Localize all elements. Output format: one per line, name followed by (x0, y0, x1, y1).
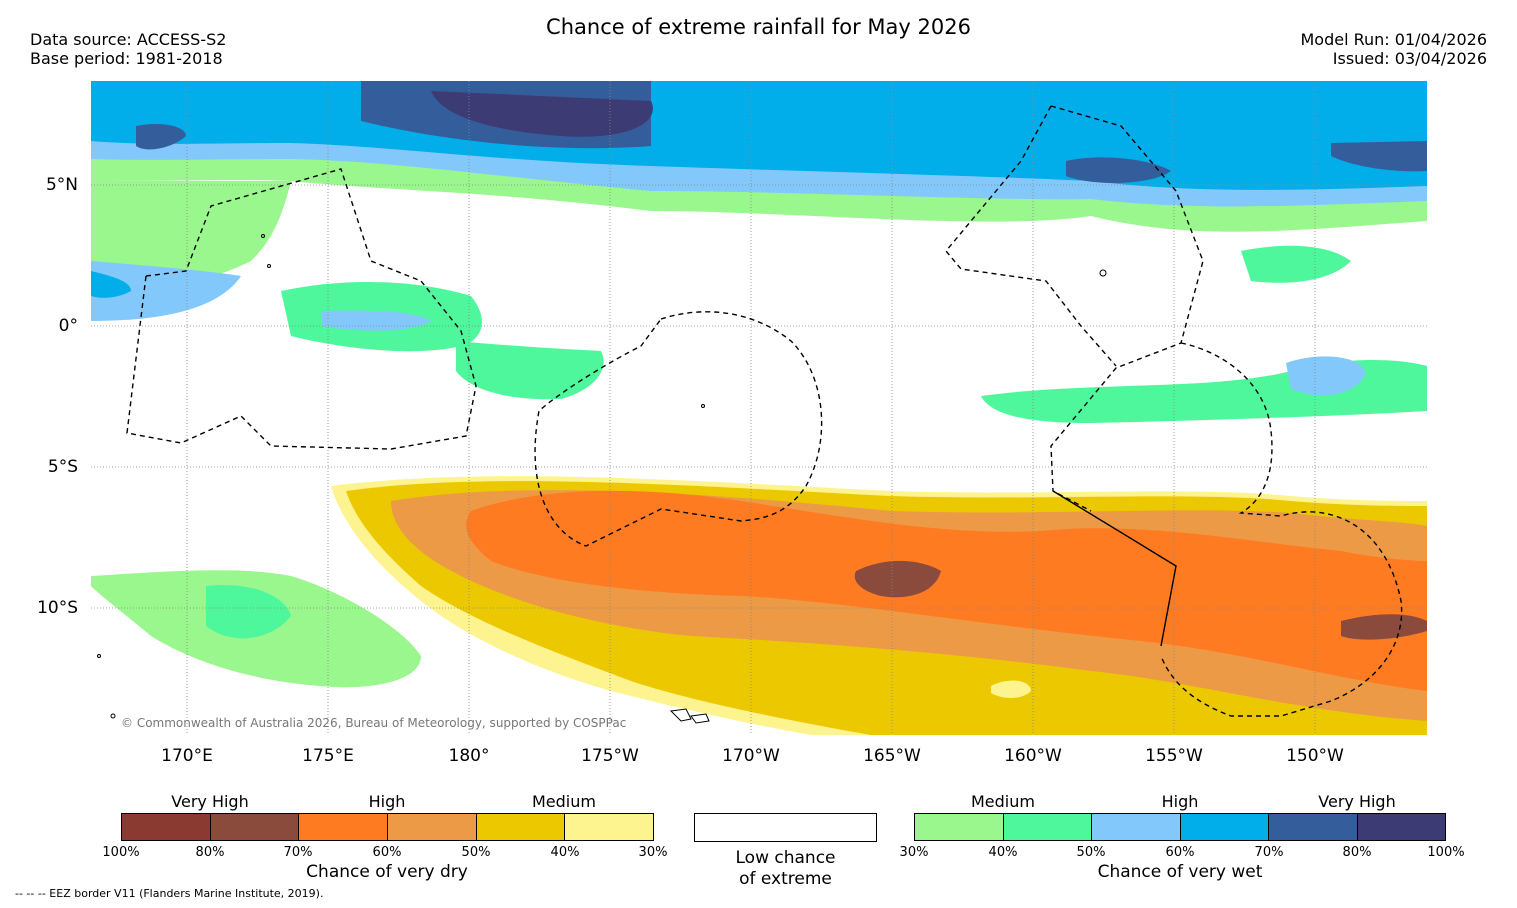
wet-color-scale (914, 813, 1446, 841)
dry-tick: 40% (550, 845, 580, 860)
source-info: Data source: ACCESS-S2 Base period: 1981… (30, 30, 226, 68)
run-info: Model Run: 01/04/2026 Issued: 03/04/2026 (1301, 30, 1488, 68)
wet-swatch-3 (1092, 814, 1181, 840)
wet-tick: 80% (1342, 845, 1372, 860)
dry-swatch-4 (388, 814, 477, 840)
wet-swatch-4 (1180, 814, 1269, 840)
wet-band-south (91, 570, 421, 688)
lat-label-10s: 10°S (37, 598, 78, 618)
wet-tick: 40% (988, 845, 1018, 860)
wet-heading-high: High (1161, 792, 1199, 811)
wet-swatch-5 (1269, 814, 1358, 840)
wet-swatch-1 (915, 814, 1004, 840)
eez-footer-note: -- -- -- EEZ border V11 (Flanders Marine… (15, 887, 324, 900)
wet-tick: 50% (1076, 845, 1106, 860)
dry-tick: 50% (461, 845, 491, 860)
base-period: Base period: 1981-2018 (30, 49, 223, 68)
wet-band-north (91, 81, 1427, 400)
grid-lines (91, 81, 1427, 735)
lat-label-0: 0° (58, 316, 78, 336)
dry-scale-caption: Chance of very dry (306, 862, 468, 882)
eez-solid-border (1052, 490, 1177, 647)
dry-swatch-6 (565, 814, 654, 840)
dry-tick: 60% (372, 845, 402, 860)
dry-swatch-5 (476, 814, 566, 840)
low-chance-line2: of extreme (739, 869, 832, 889)
dry-tick: 100% (102, 845, 140, 860)
dry-tick: 70% (283, 845, 313, 860)
wet-band-equatorial (981, 356, 1427, 423)
lon-label-165w: 165°W (863, 746, 921, 766)
map-title: Chance of extreme rainfall for May 2026 (546, 15, 971, 39)
lat-label-5s: 5°S (47, 457, 78, 477)
islands (97, 234, 1107, 724)
wet-tick: 100% (1427, 845, 1465, 860)
lon-label-160w: 160°W (1004, 746, 1062, 766)
dry-tick: 30% (638, 845, 668, 860)
low-chance-line1: Low chance (735, 848, 836, 868)
wet-heading-medium: Medium (971, 792, 1035, 811)
lon-label-150w: 150°W (1286, 746, 1344, 766)
wet-heading-very-high: Very High (1318, 792, 1396, 811)
dry-heading-medium: Medium (532, 792, 596, 811)
data-source: Data source: ACCESS-S2 (30, 30, 227, 49)
lon-label-170w: 170°W (722, 746, 780, 766)
model-run: Model Run: 01/04/2026 (1300, 30, 1488, 49)
low-chance-caption: Low chance of extreme (694, 848, 877, 890)
wet-scale-caption: Chance of very wet (1097, 862, 1263, 882)
dry-swatch-1 (122, 814, 211, 840)
dry-swatch-3 (299, 814, 389, 840)
lon-label-175e: 175°E (302, 746, 354, 766)
rainfall-map (91, 81, 1427, 735)
lon-label-175w: 175°W (581, 746, 639, 766)
dry-color-scale (121, 813, 654, 841)
wet-swatch-6 (1357, 814, 1445, 840)
dry-heading-very-high: Very High (171, 792, 249, 811)
dry-heading-high: High (368, 792, 406, 811)
lon-label-155w: 155°W (1145, 746, 1203, 766)
wet-tick: 70% (1254, 845, 1284, 860)
lon-label-180: 180° (448, 746, 490, 766)
eez-borders (126, 105, 1403, 717)
issued-date: Issued: 03/04/2026 (1332, 49, 1487, 68)
lat-label-5n: 5°N (45, 175, 78, 195)
lon-label-170e: 170°E (161, 746, 213, 766)
low-chance-swatch (694, 813, 877, 842)
copyright-notice: © Commonwealth of Australia 2026, Bureau… (121, 716, 627, 730)
wet-tick: 30% (899, 845, 929, 860)
wet-swatch-2 (1003, 814, 1092, 840)
dry-swatch-2 (210, 814, 300, 840)
dry-tick: 80% (195, 845, 225, 860)
wet-tick: 60% (1165, 845, 1195, 860)
